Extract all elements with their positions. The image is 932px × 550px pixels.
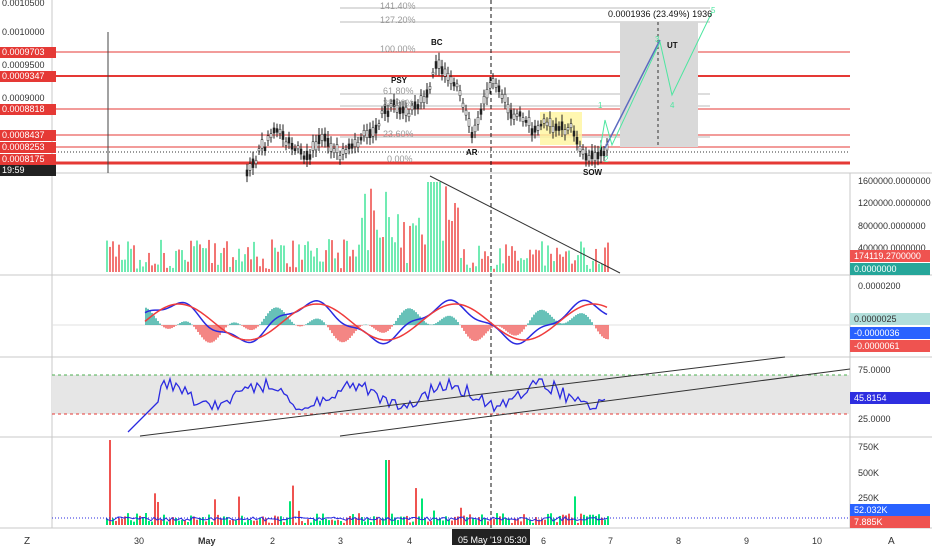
rsi-panel[interactable] — [52, 356, 851, 437]
time-tick-label: 30 — [134, 536, 145, 546]
scale-tick-label: 250K — [858, 493, 880, 503]
wave-5-label: 5 — [711, 6, 716, 15]
crosshair-time-label: 05 May '19 05:30 — [458, 535, 527, 545]
scale-tick-label: 0.0000200 — [858, 281, 901, 291]
wave-3-label: 3 — [655, 35, 660, 44]
value-tag: 0.0000025 — [850, 313, 930, 325]
left-price-label: 19:59 — [0, 165, 56, 176]
time-tick-label: 3 — [338, 536, 344, 546]
time-tick-label: 7 — [608, 536, 614, 546]
left-price-label: 0.0008818 — [0, 104, 56, 115]
left-price-label: 0.0010000 — [2, 27, 45, 37]
wave-4-label: 4 — [670, 101, 675, 110]
fib-level-label: 100.00% — [380, 44, 416, 54]
value-tag: -0.0000061 — [850, 340, 930, 352]
ut-label: UT — [667, 41, 678, 50]
value-tag: 52.032K — [850, 504, 930, 516]
scale-tick-label: 500K — [858, 468, 880, 478]
time-tick-label: 2 — [270, 536, 276, 546]
scale-tick-label: 75.0000 — [858, 365, 891, 375]
scale-tick-label: 25.0000 — [858, 414, 891, 424]
scale-tick-label: 750K — [858, 442, 880, 452]
time-tick-label: 4 — [407, 536, 413, 546]
left-price-label: 0.0009703 — [0, 47, 56, 58]
value-tag: 45.8154 — [850, 392, 930, 404]
time-tick-label: 9 — [744, 536, 750, 546]
time-tick-label: 6 — [541, 536, 547, 546]
value-tag: -0.0000036 — [850, 327, 930, 339]
left-price-label: 0.0009500 — [2, 60, 45, 70]
value-tag: 7.885K — [850, 516, 930, 528]
fib-level-label: 127.20% — [380, 15, 416, 25]
left-price-label: 0.0009347 — [0, 71, 56, 82]
fib-level-label: 61.80% — [383, 86, 414, 96]
wave-1-label: 1 — [598, 101, 603, 110]
psy-label: PSY — [391, 76, 408, 85]
value-tag: 0.0000000 — [850, 263, 930, 275]
auto-scale-button[interactable]: A — [888, 536, 895, 547]
left-price-label: 0.0010500 — [2, 0, 45, 8]
scale-tick-label: 1200000.0000000 — [858, 198, 931, 208]
fib-level-label: 23.60% — [383, 129, 414, 139]
value-tag: 174119.2700000 — [850, 250, 930, 262]
scale-tick-label: 800000.0000000 — [858, 221, 926, 231]
measure-label: 0.0001936 (23.49%) 1936 — [608, 9, 713, 19]
price-panel[interactable] — [52, 0, 850, 528]
fib-level-label: 38.20% — [383, 98, 414, 108]
zoom-icon[interactable]: Z — [24, 536, 31, 547]
volume-panel[interactable] — [106, 175, 621, 274]
crosshair-time-box — [452, 529, 530, 545]
scale-tick-label: 400000.0000000 — [858, 243, 926, 253]
left-price-label: 0.0008253 — [0, 142, 56, 153]
volume2-panel[interactable] — [52, 440, 850, 525]
left-price-label: 0.0008437 — [0, 130, 56, 141]
macd-panel[interactable] — [52, 299, 850, 345]
left-price-label: 0.0008175 — [0, 154, 56, 165]
left-price-label: 0.0009000 — [2, 93, 45, 103]
time-tick-label: 5 — [475, 536, 481, 546]
ar-label: AR — [466, 148, 478, 157]
fib-level-label: 141.40% — [380, 1, 416, 11]
fib-level-label: 0.00% — [387, 154, 413, 164]
time-tick-label: 8 — [676, 536, 682, 546]
bc-label: BC — [431, 38, 443, 47]
time-tick-label: 10 — [812, 536, 823, 546]
wave-2-label: 2 — [604, 155, 609, 164]
time-tick-label: May — [198, 536, 216, 546]
sow-label: SOW — [583, 168, 603, 177]
scale-tick-label: 1600000.0000000 — [858, 176, 931, 186]
